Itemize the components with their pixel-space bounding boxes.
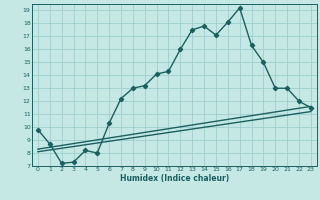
X-axis label: Humidex (Indice chaleur): Humidex (Indice chaleur)	[120, 174, 229, 183]
